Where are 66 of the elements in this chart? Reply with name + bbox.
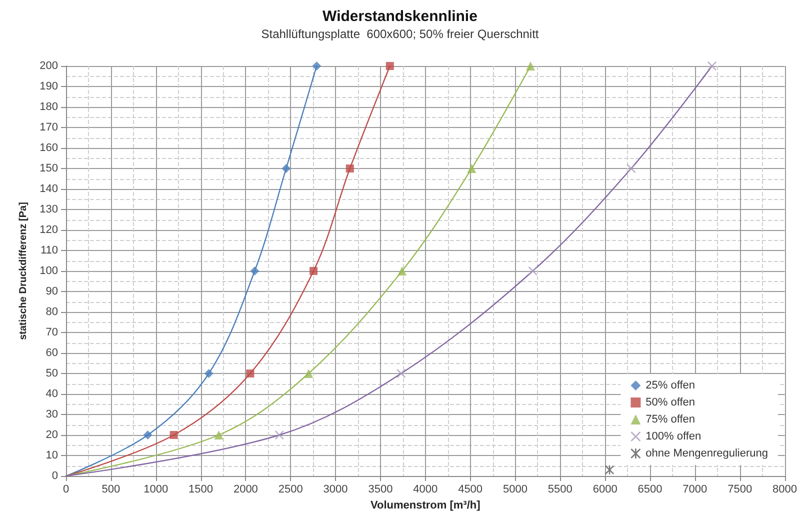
point	[346, 164, 354, 172]
y-tick-label: 50	[46, 368, 58, 380]
point	[204, 369, 214, 378]
x-tick-label: 7500	[728, 484, 752, 496]
point	[310, 267, 318, 275]
y-tick-label: 140	[40, 183, 58, 195]
x-tick-label: 6500	[638, 484, 662, 496]
point	[526, 62, 535, 70]
point	[282, 164, 291, 173]
x-tick-label: 6000	[592, 484, 618, 496]
y-tick-label: 40	[46, 388, 58, 400]
x-tick-label: 4000	[413, 484, 438, 496]
y-tick-label: 180	[40, 101, 58, 113]
y-tick-label: 60	[46, 347, 58, 359]
chart-title: Widerstandskennlinie	[322, 8, 478, 25]
x-tick-label: 500	[102, 484, 120, 496]
point	[396, 369, 406, 378]
y-tick-label: 160	[40, 142, 58, 154]
y-tick-label: 150	[40, 162, 58, 174]
point	[143, 430, 152, 440]
x-tick-label: 2000	[233, 484, 258, 496]
y-tick-label: 30	[46, 408, 58, 420]
y-tick-label: 190	[40, 80, 58, 92]
x-tick-label: 7000	[682, 484, 708, 496]
y-tick-label: 130	[40, 204, 58, 216]
point	[304, 369, 314, 378]
point	[170, 431, 178, 439]
legend-label: 100% offen	[646, 430, 702, 442]
y-tick-label: 100	[40, 265, 58, 277]
x-tick-label: 3000	[323, 484, 348, 496]
point	[246, 370, 254, 378]
x-tick-label: 1500	[188, 484, 214, 496]
point	[274, 430, 284, 440]
y-tick-label: 90	[46, 286, 58, 298]
legend-label: ohne Mengenregulierung	[646, 448, 768, 460]
point	[528, 266, 538, 276]
x-tick-label: 5500	[548, 484, 572, 496]
point	[467, 164, 476, 173]
point	[626, 164, 636, 173]
x-tick-label: 1000	[144, 484, 168, 496]
legend-label: 25% offen	[646, 380, 696, 392]
chart-subtitle: Stahllüftungsplatte 600x600; 50% freier Querschnitt	[261, 27, 540, 41]
y-tick-label: 120	[40, 224, 58, 236]
x-tick-label: 3500	[368, 484, 393, 496]
x-tick-label: 8000	[772, 484, 798, 496]
x-axis-title: Volumenstrom [m³/h]	[370, 499, 481, 512]
y-tick-label: 10	[46, 450, 58, 462]
point	[398, 266, 407, 276]
x-tick-label: 2500	[278, 484, 303, 496]
y-tick-label: 0	[52, 470, 58, 482]
legend-label: 75% offen	[646, 414, 696, 426]
point	[312, 62, 322, 70]
x-tick-label: 0	[62, 484, 70, 496]
y-tick-label: 80	[46, 306, 58, 318]
y-tick-label: 200	[40, 60, 58, 72]
y-tick-label: 70	[46, 326, 58, 338]
point	[386, 62, 394, 70]
y-tick-label: 110	[40, 244, 58, 256]
x-tick-label: 5000	[502, 484, 528, 496]
y-tick-label: 20	[46, 429, 58, 441]
y-axis-title: statische Druckdifferenz [Pa]	[18, 202, 30, 340]
legend-label: 50% offen	[646, 396, 696, 408]
point	[214, 430, 224, 440]
y-tick-label: 170	[40, 122, 58, 134]
x-tick-label: 4500	[458, 484, 483, 496]
point	[250, 266, 260, 276]
